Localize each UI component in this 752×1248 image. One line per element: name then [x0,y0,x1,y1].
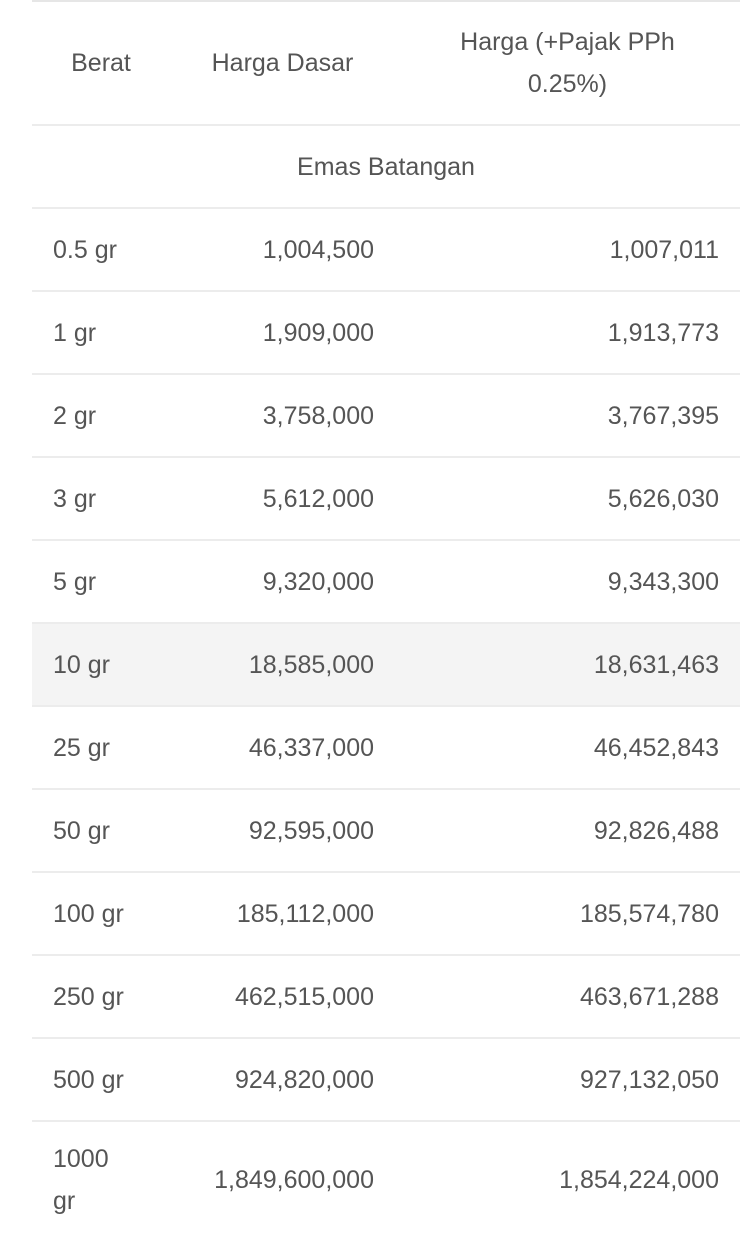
table-cell: 1,909,000 [170,291,395,375]
price: 185,112,000 [236,899,374,928]
price: 463,671,288 [579,982,719,1011]
weight: 25 gr [53,733,110,762]
price: 9,320,000 [262,567,374,596]
table-cell: 100 gr [32,872,170,956]
table-cell: 18,631,463 [395,623,740,707]
weight: 2 gr [53,401,97,430]
section-row: Emas Batangan [32,125,740,209]
table-row: 250 gr 462,515,000 463,671,288 [32,955,740,1039]
table-cell: 5,612,000 [170,457,395,541]
table-cell: 1,854,224,000 [395,1121,740,1238]
table-cell: 9,343,300 [395,540,740,624]
table-cell: 500 gr [32,1038,170,1122]
price: 3,758,000 [262,401,374,430]
table-cell: 5 gr [32,540,170,624]
table-cell: 1000 gr [32,1121,170,1238]
table-row: 1000 gr 1,849,600,000 1,854,224,000 [32,1121,740,1238]
price: 1,913,773 [607,318,719,347]
table-cell: 18,585,000 [170,623,395,707]
table-cell: 46,452,843 [395,706,740,790]
price: 3,767,395 [607,401,719,430]
table-cell: 1,849,600,000 [170,1121,395,1238]
price: 46,452,843 [593,733,719,762]
table-cell: 3,758,000 [170,374,395,458]
price: 9,343,300 [607,567,719,596]
weight: 3 gr [53,484,97,513]
table-cell: 462,515,000 [170,955,395,1039]
price: 1,909,000 [262,318,374,347]
table-cell: 185,574,780 [395,872,740,956]
price: 924,820,000 [234,1065,374,1094]
price: 92,826,488 [593,816,719,845]
price: 18,585,000 [248,650,374,679]
table-cell: 1 gr [32,291,170,375]
table-cell: 1,007,011 [395,208,740,292]
price: 5,626,030 [607,484,719,513]
price: 5,612,000 [262,484,374,513]
table-row: 500 gr 924,820,000 927,132,050 [32,1038,740,1122]
table-cell: 46,337,000 [170,706,395,790]
table-cell: 1,004,500 [170,208,395,292]
table-cell: 463,671,288 [395,955,740,1039]
table-cell: 1,913,773 [395,291,740,375]
price: 92,595,000 [248,816,374,845]
section-label: Emas Batangan [32,125,740,209]
table-row: 25 gr 46,337,000 46,452,843 [32,706,740,790]
table-cell: 10 gr [32,623,170,707]
column-header: Harga (+Pajak PPh 0.25%) [395,1,740,126]
price: 18,631,463 [593,650,719,679]
weight: 100 gr [53,899,124,928]
weight: 250 gr [53,982,124,1011]
table-cell: 250 gr [32,955,170,1039]
price: 462,515,000 [234,982,374,1011]
table-row: 0.5 gr 1,004,500 1,007,011 [32,208,740,292]
price: 185,574,780 [579,899,719,928]
table-row: 5 gr 9,320,000 9,343,300 [32,540,740,624]
weight: 1 gr [53,318,97,347]
table-cell: 927,132,050 [395,1038,740,1122]
weight: 1000 gr [53,1145,109,1215]
table-cell: 185,112,000 [170,872,395,956]
price-table: Berat Harga Dasar Harga (+Pajak PPh 0.25%)… [32,0,740,1238]
table-cell: 9,320,000 [170,540,395,624]
table-cell: 5,626,030 [395,457,740,541]
table-cell: 3 gr [32,457,170,541]
table-body: Emas Batangan 0.5 gr 1,004,500 1,007,011 1 g… [32,125,740,1238]
column-header: Harga Dasar [170,1,395,126]
table-cell: 92,826,488 [395,789,740,873]
table-row: 100 gr 185,112,000 185,574,780 [32,872,740,956]
table-cell: 3,767,395 [395,374,740,458]
column-header: Berat [32,1,170,126]
weight: 5 gr [53,567,97,596]
table-row: 2 gr 3,758,000 3,767,395 [32,374,740,458]
table-row: 3 gr 5,612,000 5,626,030 [32,457,740,541]
price: 1,007,011 [609,235,719,264]
table-cell: 92,595,000 [170,789,395,873]
weight: 500 gr [53,1065,124,1094]
price: 927,132,050 [579,1065,719,1094]
table-row: 10 gr 18,585,000 18,631,463 [32,623,740,707]
weight: 0.5 gr [53,235,117,264]
table-cell: 924,820,000 [170,1038,395,1122]
table-cell: 0.5 gr [32,208,170,292]
table-cell: 25 gr [32,706,170,790]
table-cell: 50 gr [32,789,170,873]
price: 1,849,600,000 [214,1166,374,1194]
price: 46,337,000 [248,733,374,762]
weight: 50 gr [53,816,110,845]
table-row: 50 gr 92,595,000 92,826,488 [32,789,740,873]
weight: 10 gr [53,650,110,679]
table-cell: 2 gr [32,374,170,458]
price: 1,854,224,000 [559,1166,719,1194]
price: 1,004,500 [262,235,374,264]
table-row: 1 gr 1,909,000 1,913,773 [32,291,740,375]
header-row: Berat Harga Dasar Harga (+Pajak PPh 0.25%) [32,1,740,126]
